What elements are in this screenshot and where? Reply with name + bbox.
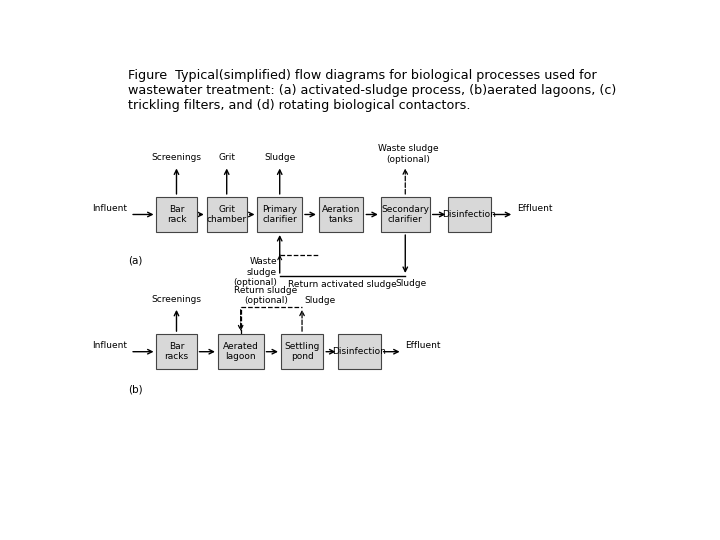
Text: Influent: Influent: [92, 204, 127, 213]
Text: Sludge: Sludge: [395, 279, 426, 288]
Bar: [258, 197, 302, 232]
Text: (b): (b): [128, 385, 143, 395]
Text: Bar
rack: Bar rack: [167, 205, 186, 224]
Bar: [207, 197, 247, 232]
Text: Bar
racks: Bar racks: [164, 342, 189, 361]
Bar: [449, 197, 490, 232]
Text: Disinfection: Disinfection: [443, 210, 496, 219]
Text: Grit: Grit: [218, 153, 235, 163]
Bar: [319, 197, 364, 232]
Text: Sludge: Sludge: [264, 153, 295, 163]
Text: Settling
pond: Settling pond: [284, 342, 320, 361]
Text: Effluent: Effluent: [405, 341, 441, 350]
Text: Grit
chamber: Grit chamber: [207, 205, 247, 224]
Bar: [338, 334, 381, 369]
Text: Disinfection: Disinfection: [333, 347, 387, 356]
Text: Effluent: Effluent: [517, 204, 552, 213]
Bar: [156, 334, 197, 369]
Text: Screenings: Screenings: [151, 295, 202, 303]
Text: Primary
clarifier: Primary clarifier: [262, 205, 297, 224]
Text: Figure  Typical(simplified) flow diagrams for biological processes used for
wast: Figure Typical(simplified) flow diagrams…: [128, 69, 616, 112]
Text: Waste sludge
(optional): Waste sludge (optional): [378, 144, 438, 164]
Text: Influent: Influent: [92, 341, 127, 350]
Text: Return sludge
(optional): Return sludge (optional): [234, 286, 297, 305]
Text: Sludge: Sludge: [305, 296, 336, 305]
Bar: [217, 334, 264, 369]
Bar: [156, 197, 197, 232]
Bar: [281, 334, 323, 369]
Text: Screenings: Screenings: [151, 153, 202, 163]
Text: Aeration
tanks: Aeration tanks: [322, 205, 360, 224]
Text: Return activated sludge: Return activated sludge: [288, 280, 397, 289]
Text: (a): (a): [128, 255, 143, 265]
Text: Waste
sludge
(optional): Waste sludge (optional): [233, 257, 277, 287]
Text: Aerated
lagoon: Aerated lagoon: [222, 342, 258, 361]
Text: Secondary
clarifier: Secondary clarifier: [382, 205, 429, 224]
Bar: [381, 197, 430, 232]
